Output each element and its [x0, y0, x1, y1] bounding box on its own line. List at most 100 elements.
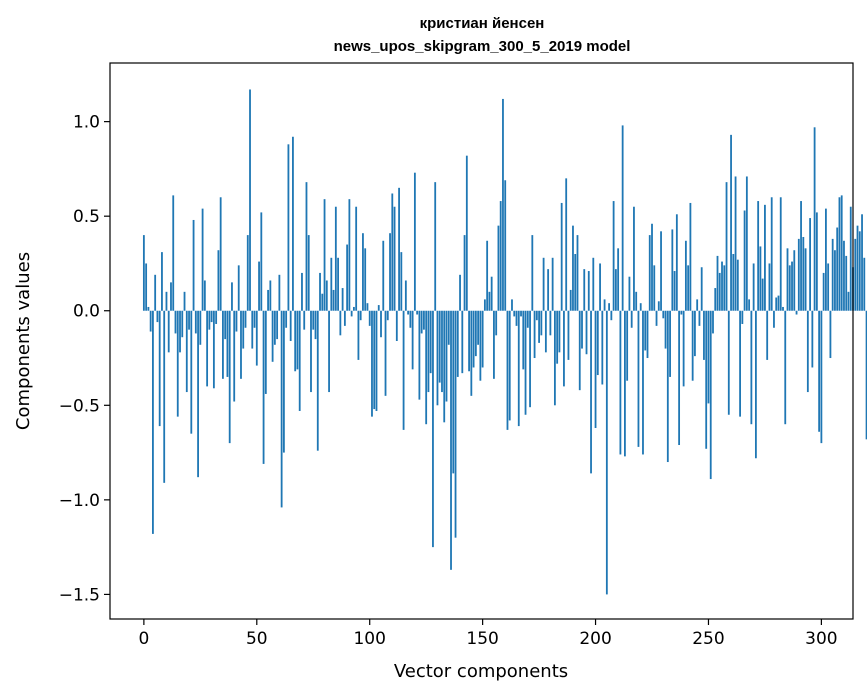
bar-223: [646, 310, 649, 359]
bar-294: [806, 310, 809, 393]
bar-9: [163, 310, 166, 483]
bar-182: [553, 310, 556, 406]
plot-frame: [109, 62, 854, 620]
bar-271: [754, 310, 757, 459]
bar-200: [594, 310, 597, 428]
bar-248: [703, 310, 705, 360]
bar-218: [635, 291, 638, 311]
bar-22: [192, 219, 195, 311]
chart-title: кристиан йенсен: [420, 15, 545, 32]
bar-89: [343, 310, 346, 326]
bar-31: [212, 310, 215, 389]
bar-39: [231, 282, 233, 311]
bar-190: [572, 225, 574, 311]
bar-280: [775, 297, 778, 311]
bar-66: [292, 136, 294, 311]
y-tick-label: −0.5: [59, 396, 100, 416]
bar-75: [312, 310, 315, 330]
bar-42: [237, 265, 240, 311]
bar-247: [700, 267, 703, 311]
bar-168: [522, 310, 525, 370]
bar-193: [578, 310, 581, 391]
bar-274: [761, 278, 764, 311]
bar-78: [319, 272, 321, 311]
bar-68: [296, 310, 299, 370]
bar-30: [210, 310, 213, 323]
bar-233: [669, 310, 671, 377]
bar-148: [477, 310, 480, 345]
bar-309: [840, 195, 843, 311]
bar-6: [156, 310, 159, 323]
bar-65: [289, 310, 292, 341]
bar-201: [596, 310, 599, 376]
bar-16: [179, 310, 181, 353]
x-axis-ticks: 0 50 100 150 200 250 300: [138, 619, 838, 649]
bar-67: [294, 310, 297, 372]
bar-307: [836, 227, 839, 311]
bar-249: [705, 310, 708, 449]
bar-142: [463, 235, 466, 311]
bar-281: [777, 295, 780, 311]
bar-297: [813, 127, 816, 311]
y-tick-label: 0.0: [73, 302, 100, 322]
x-tick-label: 0: [138, 629, 149, 649]
bar-240: [684, 240, 687, 311]
bar-76: [314, 310, 317, 340]
bar-167: [520, 310, 522, 317]
bar-186: [563, 310, 565, 387]
bar-0: [142, 235, 145, 311]
bar-146: [472, 310, 475, 368]
bar-312: [847, 291, 850, 311]
bar-71: [303, 310, 306, 330]
bar-115: [402, 310, 405, 430]
bar-211: [619, 310, 622, 455]
bar-98: [364, 248, 367, 311]
bar-143: [465, 155, 468, 311]
bar-116: [404, 280, 407, 311]
bar-1: [145, 263, 148, 311]
bar-119: [411, 310, 414, 370]
bar-100: [368, 310, 371, 326]
bar-105: [380, 310, 382, 338]
bar-283: [782, 306, 784, 311]
bar-123: [420, 310, 423, 334]
bar-313: [849, 206, 852, 311]
bar-299: [818, 310, 821, 432]
bar-83: [330, 257, 333, 311]
bar-231: [664, 310, 667, 349]
x-tick-label: 250: [692, 629, 724, 649]
bar-195: [583, 269, 586, 311]
bar-70: [301, 272, 303, 311]
bar-242: [689, 202, 692, 311]
bar-8: [161, 252, 163, 311]
bar-51: [258, 261, 260, 311]
bar-3: [149, 310, 152, 332]
bar-232: [666, 310, 669, 463]
bar-37: [226, 310, 229, 377]
bar-227: [655, 310, 658, 326]
bar-284: [784, 310, 787, 425]
bar-15: [176, 310, 179, 417]
bar-137: [452, 310, 455, 474]
bar-149: [479, 310, 482, 381]
bar-35: [222, 310, 224, 379]
bar-160: [504, 180, 507, 311]
bar-194: [581, 310, 583, 349]
bar-87: [339, 310, 342, 336]
bar-290: [797, 238, 800, 311]
bar-276: [766, 310, 769, 360]
bar-161: [506, 310, 509, 430]
bar-267: [745, 176, 748, 311]
bar-244: [694, 310, 696, 357]
bar-243: [691, 310, 694, 381]
bar-29: [208, 310, 211, 330]
bar-216: [630, 310, 633, 328]
bar-319: [863, 257, 866, 311]
bar-205: [605, 310, 608, 595]
bar-287: [791, 261, 793, 311]
bar-178: [544, 310, 547, 353]
bar-4: [152, 310, 154, 534]
bar-154: [490, 276, 493, 311]
bar-234: [671, 229, 674, 311]
